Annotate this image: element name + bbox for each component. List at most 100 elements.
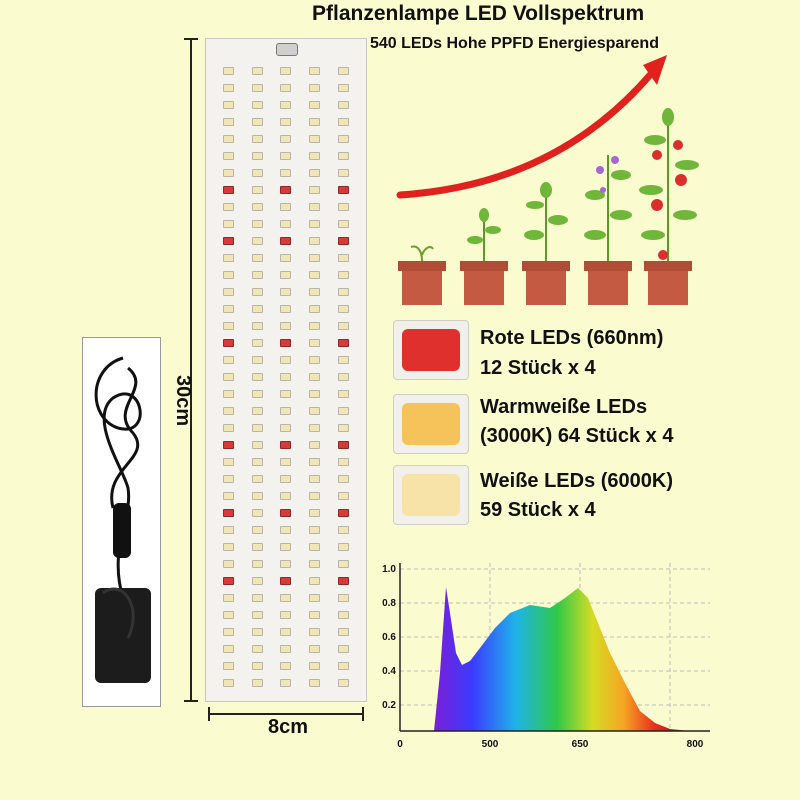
white-led-core	[402, 474, 460, 516]
panel-led	[309, 526, 321, 534]
panel-led	[251, 203, 263, 211]
panel-led	[251, 220, 263, 228]
panel-led	[280, 543, 292, 551]
panel-led	[280, 475, 292, 483]
panel-led	[309, 67, 321, 75]
panel-led	[309, 458, 321, 466]
panel-led	[280, 135, 292, 143]
panel-led	[222, 135, 234, 143]
panel-led	[280, 322, 292, 330]
panel-led	[309, 237, 321, 245]
panel-led	[338, 560, 350, 568]
panel-led	[222, 288, 234, 296]
panel-led	[251, 237, 263, 245]
warm-white-led-chip	[393, 394, 469, 454]
panel-led	[251, 594, 263, 602]
panel-led	[222, 203, 234, 211]
panel-led	[251, 441, 263, 449]
panel-led	[280, 186, 292, 194]
panel-led	[338, 356, 350, 364]
panel-led	[222, 509, 234, 517]
panel-led	[222, 152, 234, 160]
panel-led	[251, 288, 263, 296]
panel-led	[280, 577, 292, 585]
pot-1	[398, 245, 446, 305]
panel-led	[280, 645, 292, 653]
panel-led	[280, 271, 292, 279]
panel-led	[338, 118, 350, 126]
panel-led	[251, 645, 263, 653]
panel-led	[280, 220, 292, 228]
y-tick-label: 0.6	[382, 632, 396, 643]
panel-led	[222, 169, 234, 177]
panel-led	[251, 458, 263, 466]
panel-led	[280, 67, 292, 75]
led-panel-image	[205, 38, 367, 702]
panel-led	[280, 594, 292, 602]
panel-led	[338, 186, 350, 194]
panel-led	[309, 135, 321, 143]
panel-led	[338, 237, 350, 245]
width-dimension-line	[208, 713, 364, 715]
panel-led	[338, 679, 350, 687]
red-led-core	[402, 329, 460, 371]
led-grid	[214, 63, 358, 691]
panel-led	[280, 373, 292, 381]
x-tick-labels: 0 500 650 800	[397, 739, 704, 750]
panel-led	[222, 526, 234, 534]
panel-led	[309, 509, 321, 517]
panel-led	[251, 390, 263, 398]
panel-led	[251, 254, 263, 262]
pot-2	[460, 208, 508, 305]
panel-led	[251, 526, 263, 534]
panel-led	[309, 611, 321, 619]
pot-5	[639, 108, 699, 305]
growth-arrow-head	[643, 55, 667, 85]
panel-led	[338, 611, 350, 619]
white-led-chip	[393, 465, 469, 525]
panel-led	[309, 628, 321, 636]
panel-led	[222, 186, 234, 194]
warm-white-led-label-2: (3000K) 64 Stück x 4	[480, 425, 674, 447]
x-tick-label: 650	[572, 739, 589, 750]
panel-led	[338, 645, 350, 653]
panel-led	[309, 356, 321, 364]
panel-led	[309, 424, 321, 432]
panel-led	[309, 254, 321, 262]
panel-led	[280, 169, 292, 177]
y-tick-labels: 1.0 0.8 0.6 0.4 0.2	[382, 564, 396, 711]
panel-led	[251, 118, 263, 126]
panel-led	[251, 322, 263, 330]
panel-led	[251, 424, 263, 432]
panel-led	[338, 152, 350, 160]
panel-led	[280, 492, 292, 500]
panel-led	[309, 152, 321, 160]
panel-led	[338, 390, 350, 398]
inline-switch	[113, 503, 131, 558]
panel-led	[280, 560, 292, 568]
panel-led	[251, 305, 263, 313]
warm-white-led-core	[402, 403, 460, 445]
panel-led	[222, 492, 234, 500]
panel-led	[222, 407, 234, 415]
power-cable-image	[82, 337, 161, 707]
panel-led	[222, 339, 234, 347]
panel-led	[251, 169, 263, 177]
pot-4	[584, 155, 632, 305]
panel-led	[338, 543, 350, 551]
pot-3	[522, 182, 570, 305]
height-dimension-line	[190, 38, 192, 702]
panel-led	[222, 577, 234, 585]
panel-led	[280, 305, 292, 313]
panel-led	[309, 118, 321, 126]
panel-led	[222, 305, 234, 313]
height-label: 30cm	[172, 375, 194, 427]
panel-led	[251, 271, 263, 279]
panel-led	[222, 118, 234, 126]
panel-led	[338, 526, 350, 534]
panel-led	[338, 271, 350, 279]
panel-led	[222, 356, 234, 364]
panel-led	[251, 135, 263, 143]
panel-led	[251, 577, 263, 585]
y-tick-label: 0.4	[382, 666, 396, 677]
